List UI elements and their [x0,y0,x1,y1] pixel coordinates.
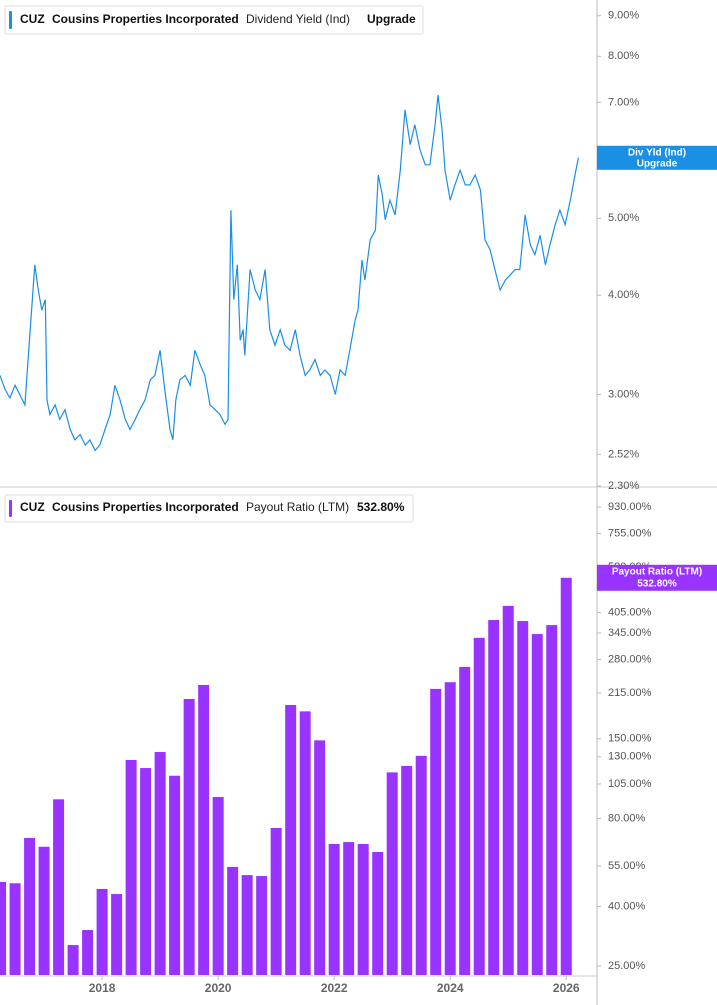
legend-metric: Dividend Yield (Ind) [246,12,350,26]
bar [372,852,384,975]
y-tick-label: 5.00% [608,212,639,224]
bar [430,688,442,975]
x-tick-label: 2024 [437,981,464,995]
bar [227,866,239,975]
last-value-badge [597,564,717,591]
bar [473,637,485,975]
y-tick-label: 2.52% [608,448,639,460]
bar [270,827,282,975]
bar [212,797,224,975]
bar [459,666,471,975]
y-tick-label: 25.00% [608,960,646,972]
bar [169,775,181,975]
bar [67,945,79,975]
y-tick-label: 55.00% [608,860,646,872]
badge-value: 532.80% [637,578,677,589]
bar [444,682,456,975]
y-tick-label: 7.00% [608,96,639,108]
y-tick-label: 150.00% [608,733,652,745]
legend-status: Upgrade [367,12,416,26]
bar [82,930,94,975]
legend-ticker: CUZ [20,500,45,514]
bar [154,752,166,975]
bar [198,684,210,975]
bar [357,844,369,975]
x-tick-label: 2020 [205,981,232,995]
x-tick-label: 2018 [89,981,116,995]
badge-name: Payout Ratio (LTM) [612,566,702,577]
x-tick-label: 2026 [553,981,580,995]
bar [415,755,427,975]
bar [38,846,50,975]
y-tick-label: 105.00% [608,778,652,790]
bar [0,881,7,975]
y-tick-label: 40.00% [608,900,646,912]
y-tick-label: 8.00% [608,50,639,62]
bar [386,772,398,975]
legend-swatch [9,500,12,517]
bar [183,699,195,975]
bar [125,759,137,975]
x-tick-label: 2022 [321,981,348,995]
line-series [0,94,579,452]
bar [502,605,514,975]
bar [560,577,572,975]
bar [343,842,355,975]
y-tick-label: 2.30% [608,480,639,492]
last-value-badge [597,145,717,170]
bar [401,765,413,975]
y-tick-label: 9.00% [608,10,639,22]
y-tick-label: 405.00% [608,607,652,619]
bar [96,888,108,975]
y-tick-label: 80.00% [608,812,646,824]
bar [328,844,340,975]
legend-swatch [9,11,12,29]
bar [531,634,543,975]
bar [546,625,558,975]
y-tick-label: 345.00% [608,627,652,639]
bar [24,837,36,975]
legend-company: Cousins Properties Incorporated [52,12,239,26]
y-tick-label: 3.00% [608,388,639,400]
legend-box [4,5,424,35]
y-tick-label: 755.00% [608,527,652,539]
bar [256,876,268,975]
bar [53,799,65,975]
legend-value: 532.80% [357,500,405,514]
bar [285,704,297,975]
legend-metric: Payout Ratio (LTM) [246,500,349,514]
bar [111,894,123,975]
badge-status: Upgrade [637,158,678,169]
bar [140,768,152,975]
y-tick-label: 130.00% [608,751,652,763]
legend-ticker: CUZ [20,12,45,26]
bar [314,740,326,975]
bar [517,621,529,975]
bar [299,711,311,975]
plot-layer: 9.00%8.00%7.00%6.00%5.00%4.00%3.00%2.52%… [0,5,717,995]
y-tick-label: 280.00% [608,653,652,665]
bar [488,620,500,975]
badge-name: Div Yld (Ind) [628,147,686,158]
bar [9,883,21,975]
y-tick-label: 930.00% [608,501,652,513]
legend-company: Cousins Properties Incorporated [52,500,239,514]
legend-box [4,494,414,523]
bar [241,875,253,975]
y-tick-label: 4.00% [608,289,639,301]
y-tick-label: 215.00% [608,687,652,699]
